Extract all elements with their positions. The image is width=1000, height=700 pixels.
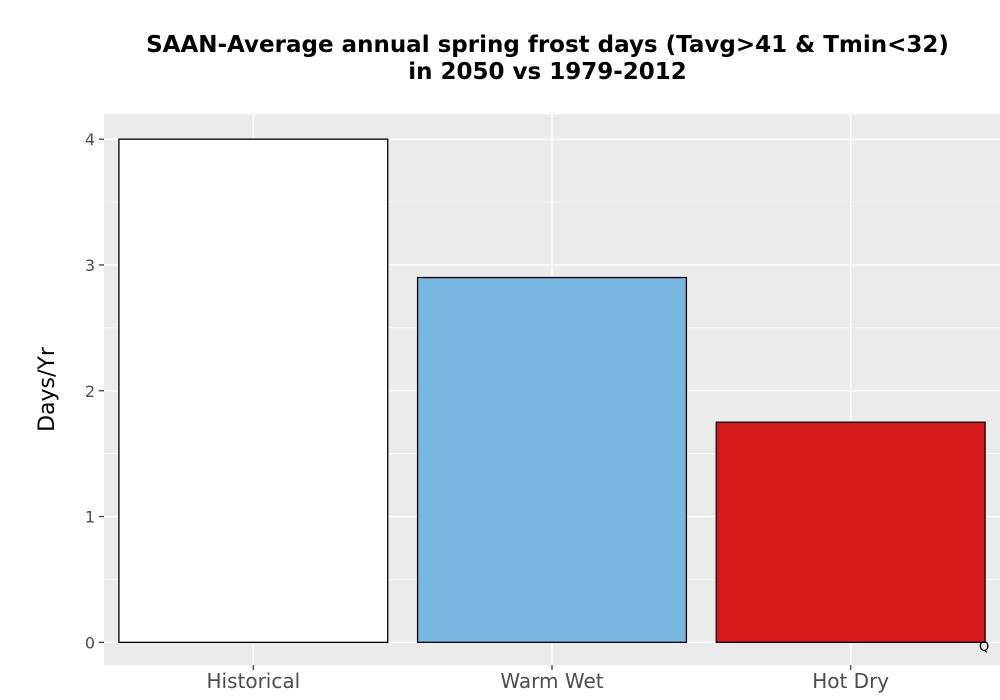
- y-tick-label: 0: [85, 633, 95, 652]
- chart-title-line-1: SAAN-Average annual spring frost days (T…: [146, 32, 949, 58]
- corner-mark: Q: [979, 640, 990, 655]
- bar-warm-wet: [416, 276, 688, 644]
- y-tick-label: 2: [85, 382, 95, 401]
- x-tick-label: Historical: [206, 669, 300, 693]
- y-tick-label: 3: [85, 256, 95, 275]
- y-axis-label: Days/Yr: [35, 346, 60, 432]
- bar-hot-dry: [715, 421, 986, 644]
- x-tick-label: Warm Wet: [500, 669, 603, 693]
- bar-historical: [118, 138, 389, 644]
- y-tick-label: 1: [85, 508, 95, 527]
- y-axis: 0 1 2 3 4: [85, 130, 104, 652]
- x-tick-label: Hot Dry: [812, 669, 889, 693]
- y-tick-label: 4: [85, 130, 95, 149]
- chart-title-line-2: in 2050 vs 1979-2012: [408, 59, 687, 85]
- bars: [118, 138, 986, 644]
- x-axis: Historical Warm Wet Hot Dry: [206, 665, 889, 693]
